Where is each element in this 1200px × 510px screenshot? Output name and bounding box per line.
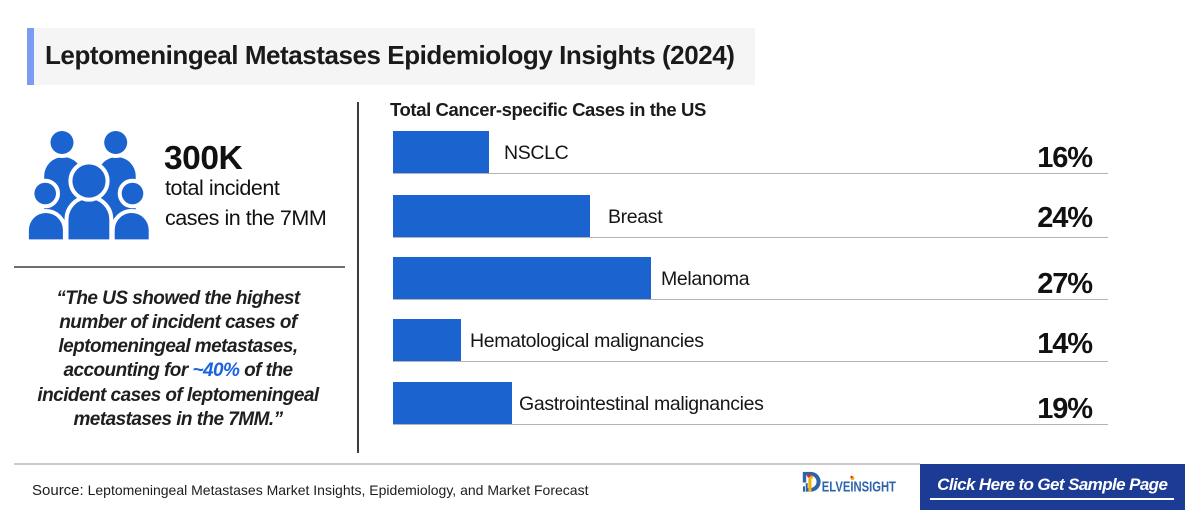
svg-text:ELVEINSIGHT: ELVEINSIGHT	[822, 478, 896, 494]
